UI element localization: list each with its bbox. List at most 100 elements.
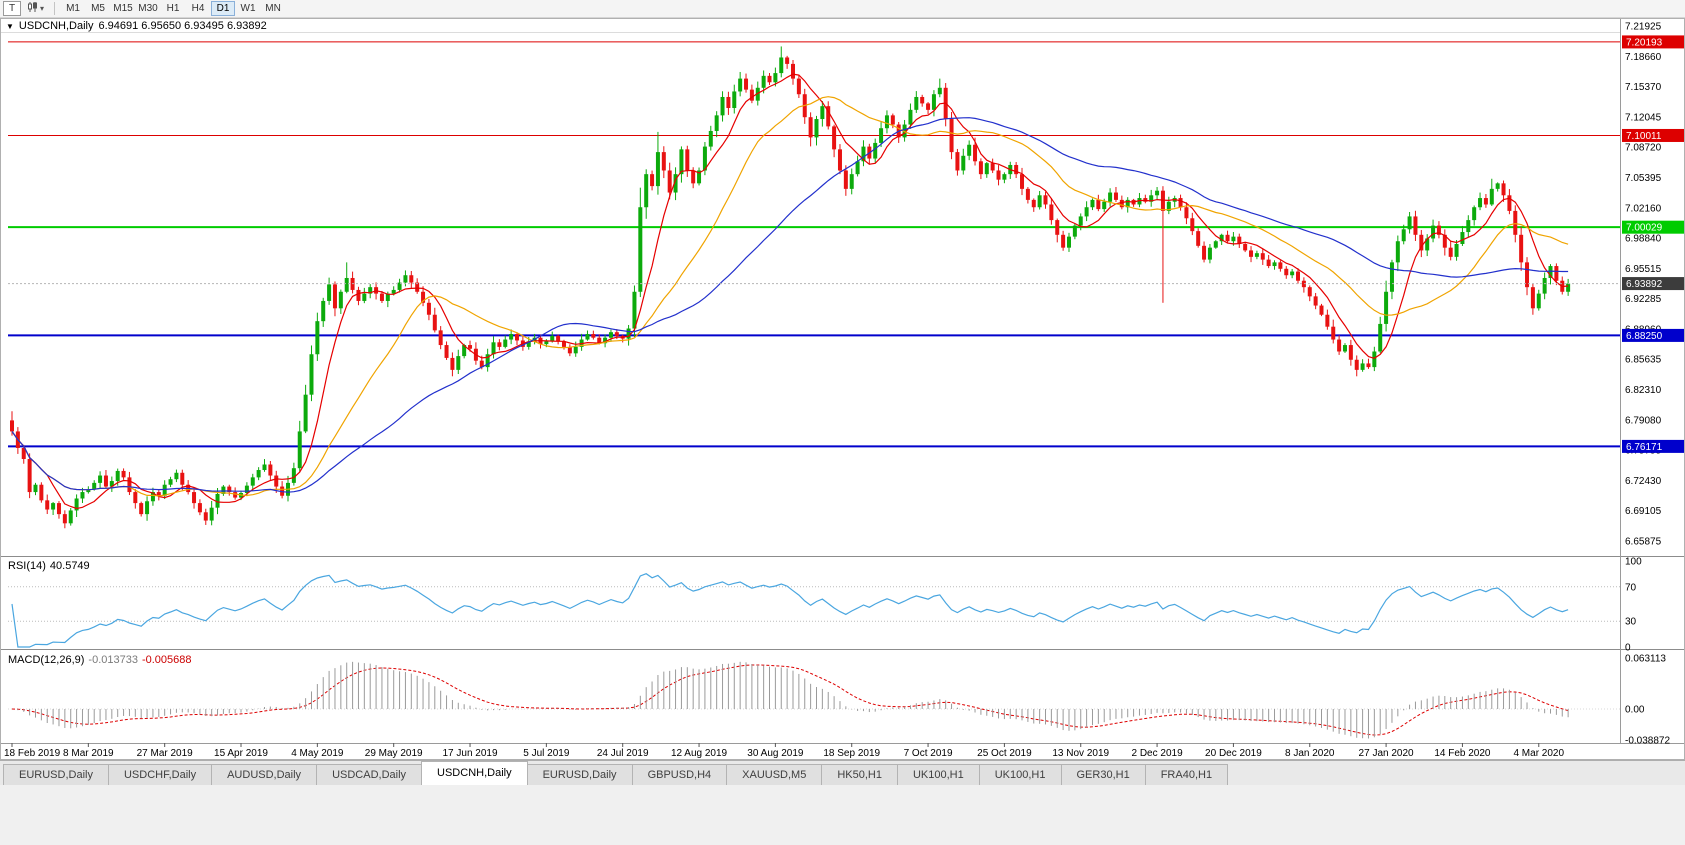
svg-text:8 Jan 2020: 8 Jan 2020 xyxy=(1285,748,1335,759)
svg-text:18 Sep 2019: 18 Sep 2019 xyxy=(823,748,880,759)
chart-tab-gbpusd-h4[interactable]: GBPUSD,H4 xyxy=(631,764,728,785)
svg-text:6.72430: 6.72430 xyxy=(1625,476,1662,487)
svg-text:27 Jan 2020: 27 Jan 2020 xyxy=(1359,748,1414,759)
chart-tab-fra40-h1[interactable]: FRA40,H1 xyxy=(1144,764,1229,785)
chart-tab-hk50-h1[interactable]: HK50,H1 xyxy=(821,764,898,785)
chart-tab-usdchf-daily[interactable]: USDCHF,Daily xyxy=(107,764,213,785)
svg-text:29 May 2019: 29 May 2019 xyxy=(365,748,423,759)
svg-text:27 Mar 2019: 27 Mar 2019 xyxy=(137,748,194,759)
svg-text:7.15370: 7.15370 xyxy=(1625,82,1662,93)
toolbar: T ▾ M1 M5 M15 M30 H1 H4 D1 W1 MN xyxy=(0,0,1685,18)
svg-text:12 Aug 2019: 12 Aug 2019 xyxy=(671,748,728,759)
chevron-down-icon: ▾ xyxy=(40,4,45,13)
chart-title-bar: ▼ USDCNH,Daily 6.94691 6.95650 6.93495 6… xyxy=(6,20,267,32)
svg-text:7.00029: 7.00029 xyxy=(1626,223,1663,234)
timeframe-button-m5[interactable]: M5 xyxy=(86,1,110,16)
macd-signal-line xyxy=(11,664,1569,736)
chart-tab-audusd-daily[interactable]: AUDUSD,Daily xyxy=(211,764,318,785)
svg-text:6.98840: 6.98840 xyxy=(1625,234,1662,245)
price-badge-7.00029 xyxy=(1622,220,1684,234)
svg-text:7 Oct 2019: 7 Oct 2019 xyxy=(904,748,953,759)
toolbar-separator xyxy=(54,2,56,15)
svg-text:7.02160: 7.02160 xyxy=(1625,203,1662,214)
macd-signal-value: -0.005688 xyxy=(141,654,192,666)
svg-text:7.08720: 7.08720 xyxy=(1625,143,1662,154)
svg-text:70: 70 xyxy=(1625,582,1637,593)
svg-text:7.18660: 7.18660 xyxy=(1625,52,1662,63)
svg-text:6.93892: 6.93892 xyxy=(1626,279,1663,290)
svg-text:6.76171: 6.76171 xyxy=(1626,442,1663,453)
svg-text:8 Mar 2019: 8 Mar 2019 xyxy=(63,748,114,759)
svg-text:14 Feb 2020: 14 Feb 2020 xyxy=(1434,748,1491,759)
svg-text:6.79080: 6.79080 xyxy=(1625,415,1662,426)
svg-text:4 Mar 2020: 4 Mar 2020 xyxy=(1513,748,1564,759)
svg-text:0.063113: 0.063113 xyxy=(1625,654,1666,665)
svg-text:2 Dec 2019: 2 Dec 2019 xyxy=(1131,748,1183,759)
timeframe-button-d1[interactable]: D1 xyxy=(211,1,236,16)
macd-histogram xyxy=(17,661,1569,739)
svg-text:6.82310: 6.82310 xyxy=(1625,385,1662,396)
chart-tab-usdcnh-daily[interactable]: USDCNH,Daily xyxy=(421,761,528,785)
timeframe-button-h4[interactable]: H4 xyxy=(186,1,210,16)
svg-text:15 Apr 2019: 15 Apr 2019 xyxy=(214,748,268,759)
rsi-line xyxy=(11,573,1569,648)
svg-text:20 Dec 2019: 20 Dec 2019 xyxy=(1205,748,1262,759)
rsi-panel xyxy=(8,573,1620,648)
macd-panel xyxy=(8,664,1620,736)
svg-text:30 Aug 2019: 30 Aug 2019 xyxy=(747,748,804,759)
price-badge-6.88250 xyxy=(1622,328,1684,342)
timeframe-button-h1[interactable]: H1 xyxy=(161,1,185,16)
svg-text:6.88250: 6.88250 xyxy=(1626,331,1663,342)
rsi-indicator-label: RSI(14) 40.5749 xyxy=(8,560,90,572)
ma-line-45 xyxy=(11,117,1569,493)
svg-text:6.85635: 6.85635 xyxy=(1625,355,1662,366)
rsi-name: RSI(14) xyxy=(8,560,46,572)
svg-text:6.69105: 6.69105 xyxy=(1625,506,1662,517)
timeframe-button-m15[interactable]: M15 xyxy=(111,1,135,16)
svg-text:7.10011: 7.10011 xyxy=(1626,131,1662,142)
chart-tab-usdcad-daily[interactable]: USDCAD,Daily xyxy=(316,764,423,785)
chart-tab-uk100-h1[interactable]: UK100,H1 xyxy=(896,764,980,785)
chart-type-dropdown-button[interactable]: ▾ xyxy=(23,1,48,16)
time-axis: 18 Feb 2019 8 Mar 2019 27 Mar 2019 15 Apr 2… xyxy=(4,743,1564,759)
chart-tab-eurusd-daily[interactable]: EURUSD,Daily xyxy=(526,764,633,785)
chart-tab-eurusd-daily[interactable]: EURUSD,Daily xyxy=(3,764,109,785)
chart-tab-ger30-h1[interactable]: GER30,H1 xyxy=(1060,764,1146,785)
svg-text:100: 100 xyxy=(1625,557,1642,568)
svg-text:7.20193: 7.20193 xyxy=(1626,37,1663,48)
svg-text:6.65875: 6.65875 xyxy=(1625,537,1662,548)
price-badge-6.93892 xyxy=(1622,277,1684,291)
candlestick-chart-icon xyxy=(27,1,39,16)
chart-tab-xauusd-m5[interactable]: XAUUSD,M5 xyxy=(726,764,823,785)
svg-text:13 Nov 2019: 13 Nov 2019 xyxy=(1052,748,1109,759)
timeframe-button-mn[interactable]: MN xyxy=(261,1,285,16)
svg-text:-0.038872: -0.038872 xyxy=(1625,736,1670,747)
moving-average-lines xyxy=(11,73,1569,510)
hlines-layer xyxy=(8,41,1620,448)
svg-text:17 Jun 2019: 17 Jun 2019 xyxy=(442,748,497,759)
svg-text:0.00: 0.00 xyxy=(1625,705,1645,716)
svg-text:7.12045: 7.12045 xyxy=(1625,112,1662,123)
status-area xyxy=(0,785,1685,845)
svg-text:7.21925: 7.21925 xyxy=(1625,22,1662,33)
chart-tab-uk100-h1[interactable]: UK100,H1 xyxy=(978,764,1062,785)
price-badge-6.76171 xyxy=(1622,439,1684,453)
macd-indicator-label: MACD(12,26,9) -0.013733 -0.005688 xyxy=(8,654,192,666)
timeframe-button-w1[interactable]: W1 xyxy=(236,1,260,16)
svg-text:5 Jul 2019: 5 Jul 2019 xyxy=(523,748,570,759)
price-badge-7.20193 xyxy=(1622,35,1684,49)
chart-menu-icon[interactable]: ▼ xyxy=(6,21,14,31)
svg-text:25 Oct 2019: 25 Oct 2019 xyxy=(977,748,1032,759)
timeframe-button-m1[interactable]: M1 xyxy=(61,1,85,16)
svg-text:24 Jul 2019: 24 Jul 2019 xyxy=(597,748,649,759)
templates-button[interactable]: T xyxy=(3,1,21,16)
svg-text:6.95515: 6.95515 xyxy=(1625,264,1662,275)
timeframe-button-m30[interactable]: M30 xyxy=(136,1,160,16)
rsi-value: 40.5749 xyxy=(49,560,90,572)
chart-ohlc-values: 6.94691 6.95650 6.93495 6.93892 xyxy=(98,20,267,32)
svg-text:0: 0 xyxy=(1625,643,1631,654)
svg-text:6.92285: 6.92285 xyxy=(1625,294,1662,305)
macd-name: MACD(12,26,9) xyxy=(8,654,85,666)
